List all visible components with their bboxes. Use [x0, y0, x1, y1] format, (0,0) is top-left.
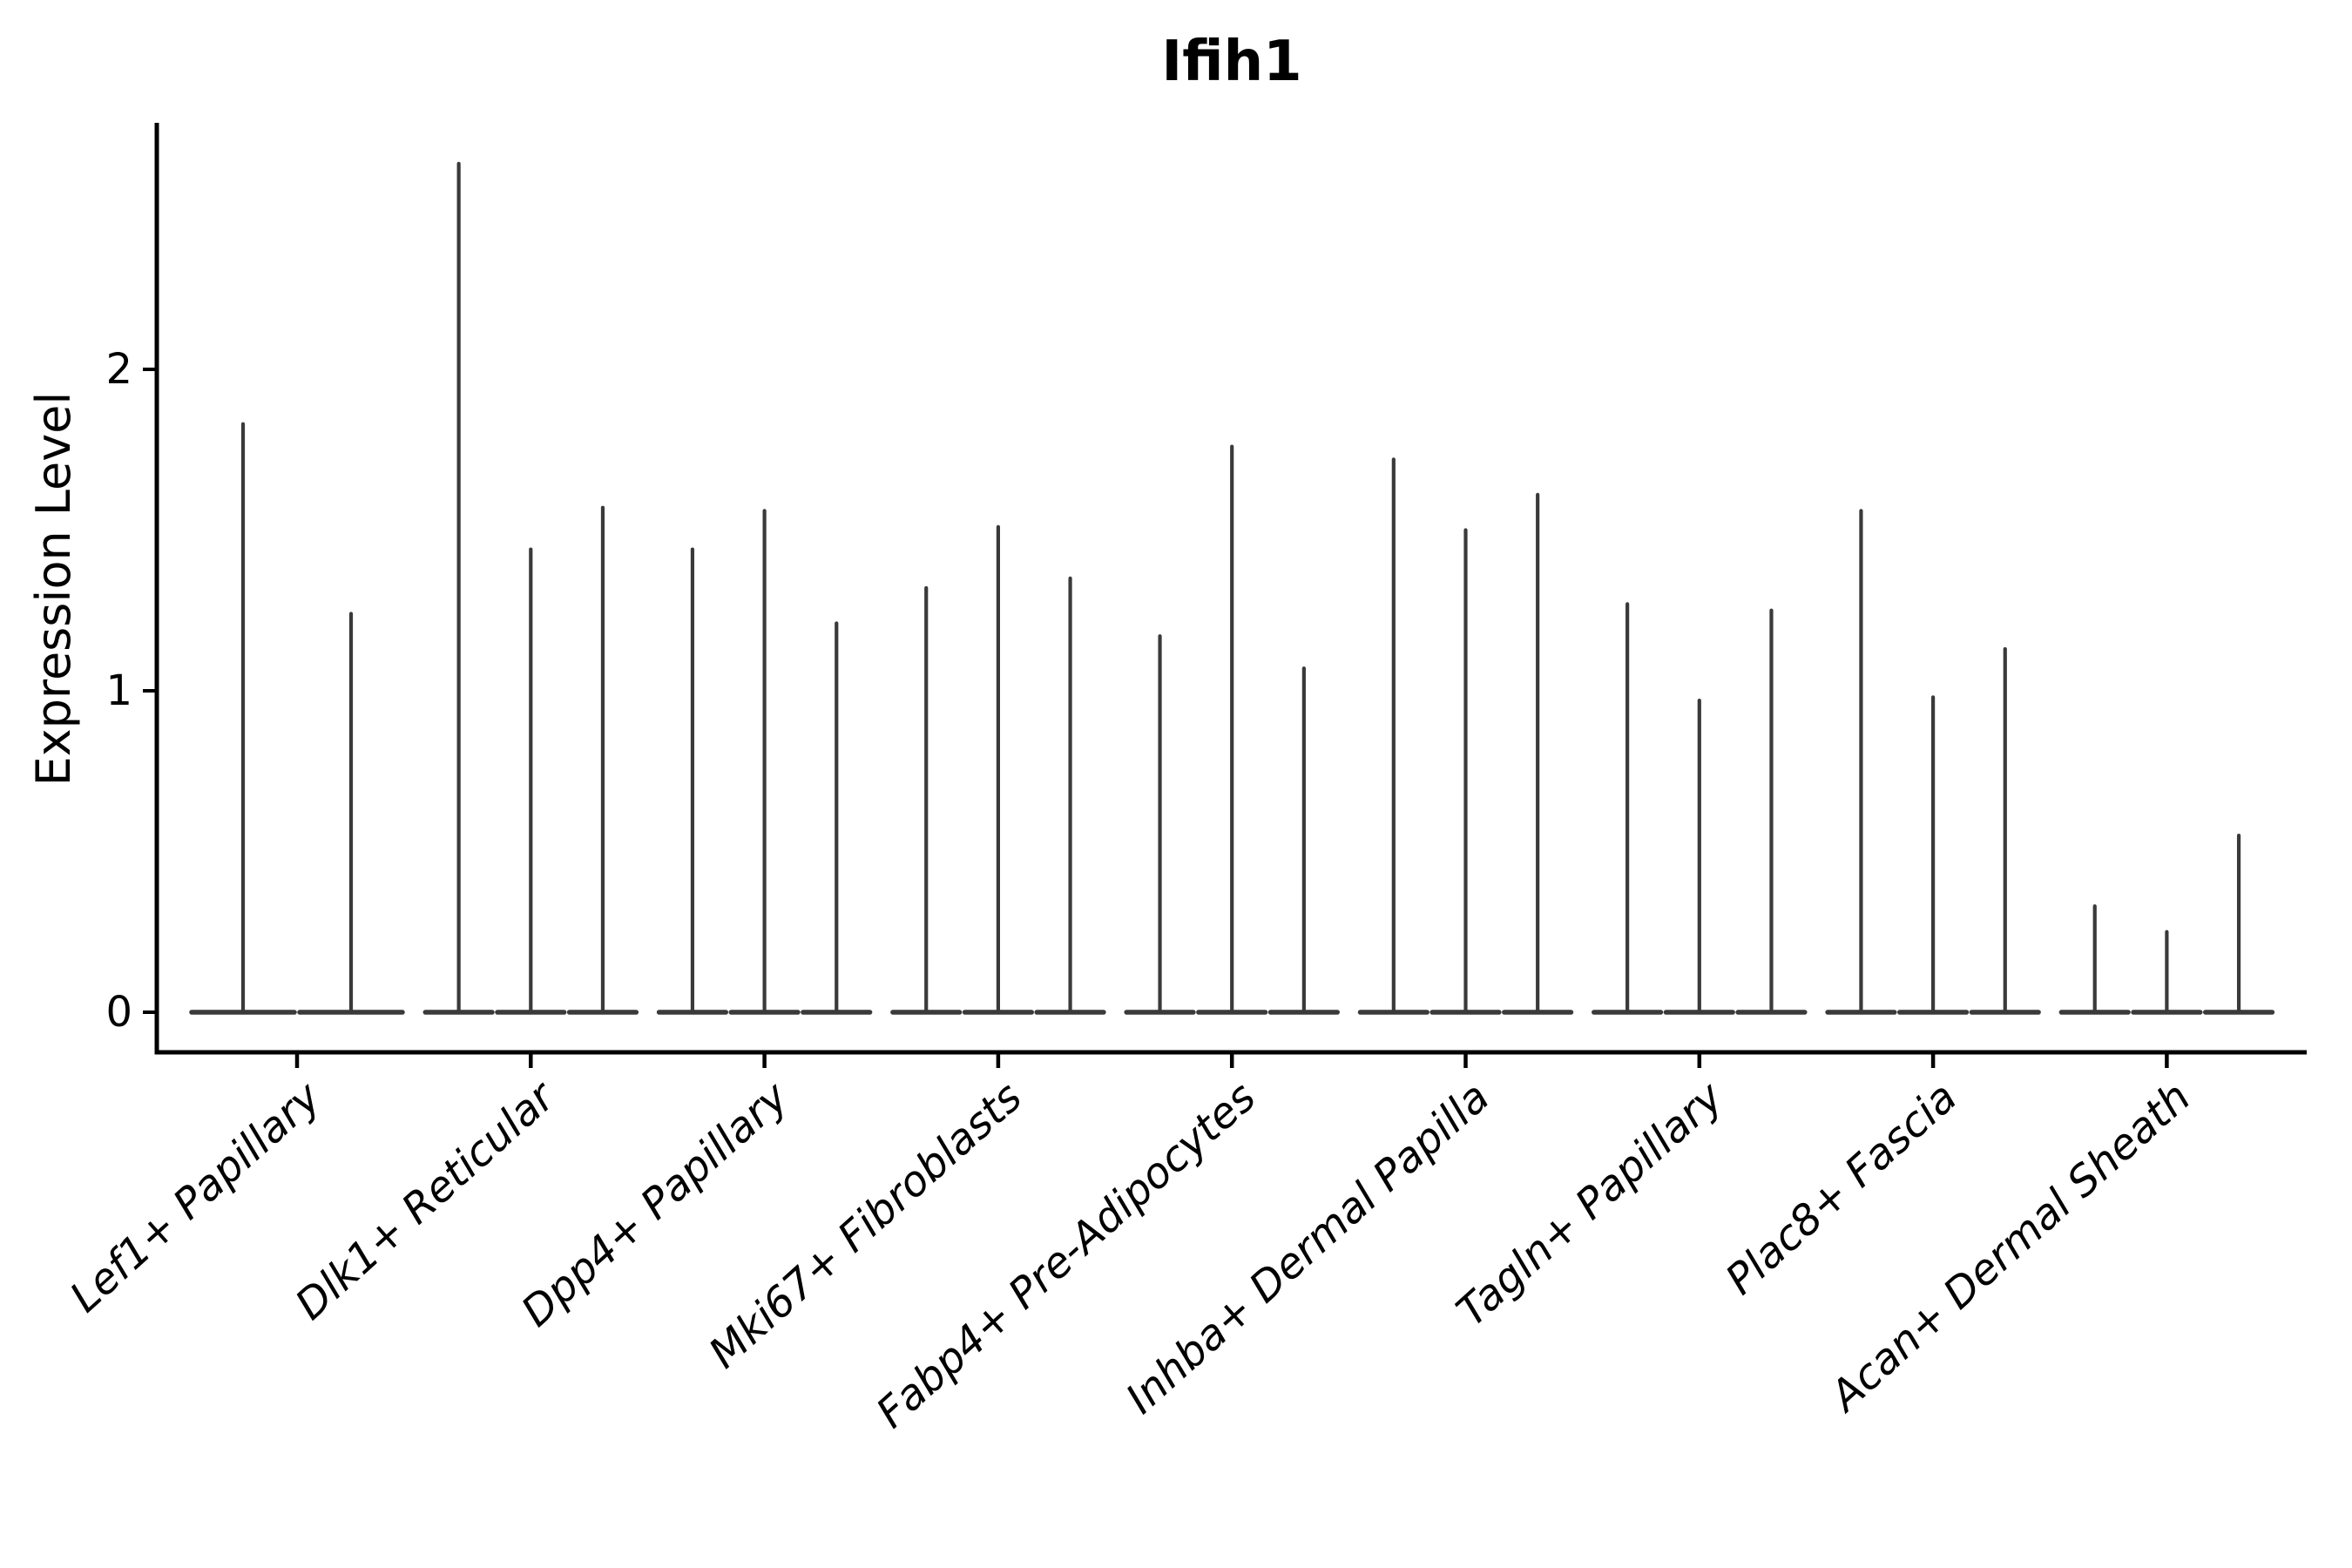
y-axis-ticks: 0 1 2 [105, 345, 157, 1037]
x-tick-label: Lef1+ Papillary [61, 1072, 331, 1322]
x-tick-label: Fabp4+ Pre-Adipocytes [868, 1072, 1266, 1437]
y-tick-label: 0 [105, 988, 132, 1037]
chart-title: Ifih1 [1161, 30, 1301, 94]
y-tick-label: 1 [105, 666, 132, 715]
y-axis-label: Expression Level [26, 392, 81, 787]
violins [189, 161, 2275, 1015]
y-tick-label: 2 [105, 345, 132, 394]
x-tick-label: Plac8+ Fascia [1716, 1072, 1966, 1304]
